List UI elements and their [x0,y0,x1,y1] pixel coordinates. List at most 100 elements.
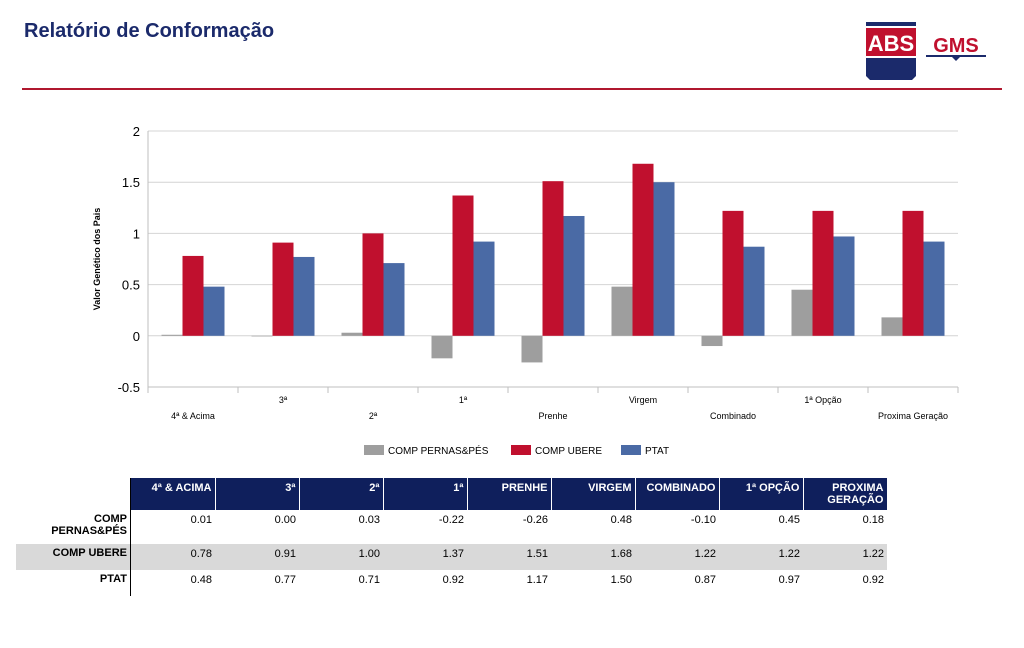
bar [341,332,363,336]
table-cell: 0.03 [358,514,380,526]
table-cell: 1.51 [467,544,551,570]
table-cell: -0.10 [690,514,716,526]
table-column-header: PRENHE [467,478,552,510]
table-header-row: 4ª & ACIMA 3ª 2ª 1ª PRENHE VIRGEM COMBINADO 1ª … [16,478,888,510]
header-divider [22,88,1002,90]
legend-swatch [511,445,531,455]
x-tick-label: 4ª & Acima [171,411,215,421]
legend-swatch [364,445,384,455]
bar [542,181,564,336]
y-tick-label: 1 [133,226,140,241]
bar [563,215,585,336]
table-cell: 0.00 [274,514,296,526]
table-column-header: 1ª [383,478,468,510]
bar [293,256,315,336]
table-cell: 1.17 [526,574,548,586]
bar [272,242,294,336]
table-cell: 1.00 [299,544,383,570]
legend-label: COMP PERNAS&PÉS [388,444,489,457]
bar [632,163,654,336]
table-row: COMP UBERE 0.78 0.91 1.00 1.37 1.51 1.68 1.22 1.… [16,544,887,570]
bar [383,263,405,336]
table-cell: 0.92 [862,574,884,586]
y-tick-label: 2 [133,124,140,139]
table-column-header: 1ª OPÇÃO [719,478,804,510]
legend-label: COMP UBERE [535,446,602,457]
bar [701,335,723,347]
table-cell: 0.48 [190,574,212,586]
chart-axes: -0.5 0 0.5 1 1.5 2 4ª & Acima 3ª 2ª 1ª Prenhe Virge… [92,124,959,421]
bar-chart: -0.5 0 0.5 1 1.5 2 4ª & Acima 3ª 2ª 1ª Prenhe Virge… [92,124,959,457]
table-cell: 0.48 [610,514,632,526]
table-corner-cell [16,478,131,510]
bar [452,195,474,336]
table-cell: 0.18 [862,514,884,526]
abs-gms-logo: ABS GMS [864,20,988,82]
table-row: PTAT 0.48 0.77 0.71 0.92 1.17 1.50 0.87 0.97 0.92 [16,570,887,596]
logo-abs-text: ABS [868,31,914,56]
bar [203,286,225,336]
bar [653,182,675,336]
table-column-header: 3ª [215,478,300,510]
bar [611,286,633,336]
bar [182,255,204,336]
chart-bars [161,163,945,363]
legend-swatch [621,445,641,455]
x-tick-label: Combinado [710,411,756,421]
table-column-header: VIRGEM [551,478,636,510]
bar [791,289,813,336]
table-cell: 0.71 [358,574,380,586]
table-cell: 1.22 [719,544,803,570]
bar [161,334,183,336]
table-cell: -0.22 [438,514,464,526]
table-cell: 1.68 [551,544,635,570]
bar [362,233,384,336]
bar [833,236,855,336]
table-cell: 0.45 [778,514,800,526]
legend-label: PTAT [645,446,669,457]
chart-legend: COMP PERNAS&PÉS COMP UBERE PTAT [364,444,669,457]
y-tick-label: -0.5 [118,380,140,395]
table-cell: 1.37 [383,544,467,570]
x-tick-label: Prenhe [538,411,567,421]
table-body: COMP PERNAS&PÉS 0.01 0.00 0.03 -0.22 -0.26 0.4… [16,510,887,596]
table-row: COMP PERNAS&PÉS 0.01 0.00 0.03 -0.22 -0.26 0.4… [16,510,887,544]
y-tick-label: 0.5 [122,278,140,293]
bar [251,335,273,337]
table-row-label: COMP PERNAS&PÉS [16,510,131,544]
table-row-label: PTAT [16,570,131,596]
table-row-label: COMP UBERE [16,544,131,570]
data-table: 4ª & ACIMA 3ª 2ª 1ª PRENHE VIRGEM COMBINADO 1ª … [16,478,888,596]
y-tick-label: 1.5 [122,175,140,190]
bar [812,210,834,336]
bar [743,246,765,336]
x-tick-label: 3ª [279,395,288,405]
table-cell: 0.97 [778,574,800,586]
x-tick-label: Virgem [629,395,657,405]
bar [923,241,945,336]
bar [473,241,495,336]
bar [902,210,924,336]
logo-gms-text: GMS [933,35,979,57]
table-cell: 1.22 [635,544,719,570]
bar [521,335,543,363]
x-tick-label: 2ª [369,411,378,421]
table-cell: 0.92 [442,574,464,586]
table-column-header: 4ª & ACIMA [130,478,216,510]
table-cell: 0.87 [694,574,716,586]
table-column-header: 2ª [299,478,384,510]
table-cell: 0.77 [274,574,296,586]
table-cell: 1.50 [610,574,632,586]
bar [431,335,453,359]
x-tick-label: 1ª [459,395,468,405]
y-tick-label: 0 [133,329,140,344]
bar [722,210,744,336]
table-column-header: PROXIMA GERAÇÃO [803,478,888,510]
table-cell: 0.01 [190,514,212,526]
table-cell: 1.22 [803,544,887,570]
table-column-header: COMBINADO [635,478,720,510]
x-tick-label: 1ª Opção [804,395,841,405]
x-tick-label: Proxima Geração [878,411,948,421]
table-cell: 0.78 [130,544,215,570]
bar [881,317,903,336]
